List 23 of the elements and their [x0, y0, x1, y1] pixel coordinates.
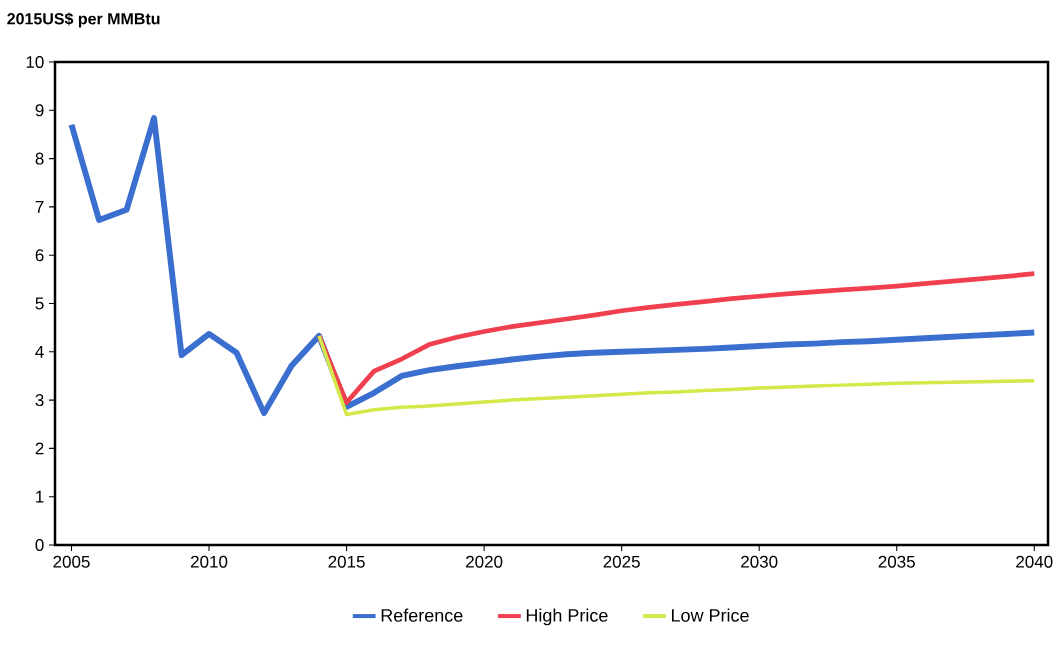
- x-tick-label: 2040: [1016, 555, 1053, 568]
- x-tick-label: 2030: [741, 555, 778, 568]
- y-tick-label: 5: [35, 297, 44, 310]
- x-tick-label: 2005: [53, 555, 90, 568]
- legend-label: Reference: [381, 608, 463, 622]
- y-tick-label: 4: [35, 345, 44, 358]
- y-tick-label: 1: [36, 490, 44, 503]
- y-tick-label: 2: [35, 442, 44, 455]
- x-tick-label: 2035: [878, 555, 915, 568]
- y-tick-label: 10: [26, 55, 44, 69]
- y-tick-label: 9: [35, 104, 44, 117]
- y-tick-label: 6: [35, 249, 44, 262]
- legend-label: Low Price: [671, 608, 749, 622]
- y-axis-title: 2015US$ per MMBtu: [7, 12, 160, 28]
- legend-label: High Price: [526, 608, 608, 626]
- y-tick-label: 8: [35, 152, 44, 165]
- x-tick-label: 2025: [603, 555, 640, 568]
- x-tick-label: 2010: [190, 555, 228, 568]
- x-tick-label: 2020: [466, 555, 503, 568]
- y-tick-label: 0: [35, 538, 44, 552]
- y-tick-label: 7: [35, 201, 44, 213]
- x-tick-label: 2015: [328, 555, 365, 568]
- y-tick-label: 3: [35, 394, 44, 407]
